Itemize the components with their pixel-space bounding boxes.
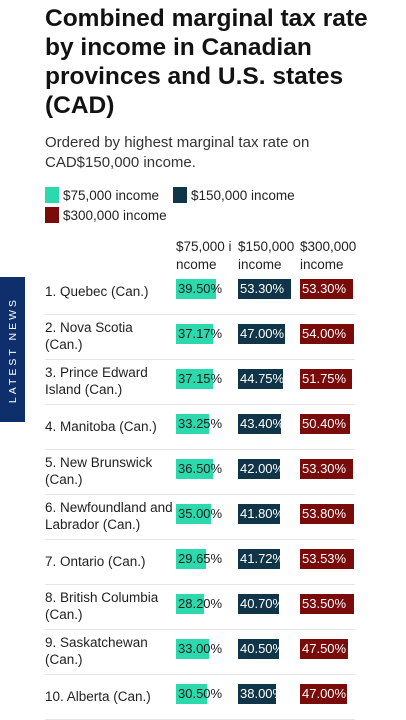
bar-150k [238,459,280,479]
legend-label-150k: $150,000 income [191,187,295,203]
value-label-300k: 53.30% [302,461,347,476]
bar-75k [176,369,214,389]
value-label-300k: 53.80% [302,506,347,521]
value-label-300k: 53.53% [302,551,347,566]
legend-item-300k: $300,000 income [45,206,167,224]
value-label-75k: 39.50% [178,281,223,296]
row-label: 7. Ontario (Can.) [45,553,146,569]
value-label-75k: 37.15% [178,371,223,386]
value-label-150k: 47.00% [240,326,285,341]
row-label: 5. New Brunswick (Can.) [45,455,153,487]
bar-150k [238,504,280,524]
chart-row: 10. Alberta (Can.) 30.50% 38.00% 47.00% [45,674,355,720]
legend-swatch-75k [45,187,59,203]
column-header-300k: $300,000 income [300,239,357,272]
chart-row: 1. Quebec (Can.) 39.50% 53.30% 53.30% [45,269,355,315]
value-label-300k: 53.30% [302,281,347,296]
bar-150k [238,324,285,344]
value-label-150k: 43.40% [240,416,285,431]
bar-300k [300,369,352,389]
bar-300k [300,504,354,524]
bar-300k [300,279,354,299]
row-label: 4. Manitoba (Can.) [45,418,157,434]
value-label-150k: 42.00% [240,461,285,476]
chart-title: Combined marginal tax rate by income in … [45,5,368,119]
bar-75k [176,324,214,344]
latest-news-label: LATEST NEWS [6,296,19,403]
bar-150k [238,639,279,659]
value-label-150k: 38.00% [240,686,285,701]
chart-row: 2. Nova Scotia (Can.) 37.17% 47.00% 54.00% [45,314,355,360]
bar-75k [176,594,205,614]
bar-75k [176,549,206,569]
chart-row: 4. Manitoba (Can.) 33.25% 43.40% 50.40% [45,404,355,450]
legend-swatch-150k [173,187,187,203]
row-label: 2. Nova Scotia (Can.) [45,320,133,352]
chart-row: 5. New Brunswick (Can.) 36.50% 42.00% 53.30… [45,449,355,495]
legend-item-150k: $150,000 income [173,186,295,204]
value-label-300k: 47.00% [302,686,347,701]
column-header-150k: $150,000 income [238,239,295,272]
bar-300k [300,324,354,344]
value-label-150k: 41.80% [240,506,285,521]
value-label-75k: 33.00% [178,641,223,656]
bar-75k [176,639,209,659]
chart-row: 8. British Columbia (Can.) 28.20% 40.70% 53… [45,584,355,630]
legend-label-75k: $75,000 income [63,187,160,203]
chart-row: 6. Newfoundland and Labrador (Can.) 35.00… [45,494,355,540]
value-label-150k: 53.30% [240,281,285,296]
bar-300k [300,639,348,659]
value-label-75k: 37.17% [178,326,223,341]
chart-row: 7. Ontario (Can.) 29.65% 41.72% 53.53% [45,539,355,585]
legend-swatch-300k [45,207,59,223]
chart-row: 3. Prince Edward Island (Can.) 37.15% 44.7… [45,359,355,405]
column-header-75k: $75,000 income [176,239,232,272]
value-label-150k: 40.70% [240,596,285,611]
value-label-300k: 50.40% [302,416,347,431]
value-label-300k: 47.50% [302,641,347,656]
value-label-300k: 54.00% [302,326,347,341]
bar-75k [176,414,210,434]
value-label-75k: 36.50% [178,461,223,476]
bar-300k [300,414,351,434]
bar-300k [300,594,354,614]
bar-150k [238,279,292,299]
value-label-150k: 40.50% [240,641,285,656]
bar-300k [300,459,354,479]
value-label-75k: 29.65% [178,551,223,566]
value-label-75k: 28.20% [178,596,223,611]
value-label-300k: 53.50% [302,596,347,611]
legend-item-75k: $75,000 income [45,186,159,204]
bar-150k [238,594,279,614]
row-label: 1. Quebec (Can.) [45,283,149,299]
bar-150k [238,549,280,569]
row-label: 3. Prince Edward Island (Can.) [45,365,148,397]
row-label: 10. Alberta (Can.) [45,688,151,704]
value-label-75k: 35.00% [178,506,223,521]
chart-row: 9. Saskatchewan (Can.) 33.00% 40.50% 47.50% [45,629,355,675]
bar-75k [176,504,211,524]
row-label: 9. Saskatchewan (Can.) [45,635,148,667]
bar-150k [238,369,283,389]
bar-300k [300,549,354,569]
value-label-150k: 41.72% [240,551,285,566]
value-label-75k: 33.25% [178,416,223,431]
legend-label-300k: $300,000 income [63,207,167,223]
bar-150k [238,414,282,434]
bar-75k [176,279,216,299]
latest-news-tab[interactable]: LATEST NEWS [0,277,25,422]
value-label-300k: 51.75% [302,371,347,386]
chart-subtitle: Ordered by highest marginal tax rate on … [45,134,310,171]
row-label: 6. Newfoundland and Labrador (Can.) [45,500,173,532]
row-label: 8. British Columbia (Can.) [45,590,159,622]
value-label-150k: 44.75% [240,371,285,386]
value-label-75k: 30.50% [178,686,223,701]
bar-75k [176,459,213,479]
